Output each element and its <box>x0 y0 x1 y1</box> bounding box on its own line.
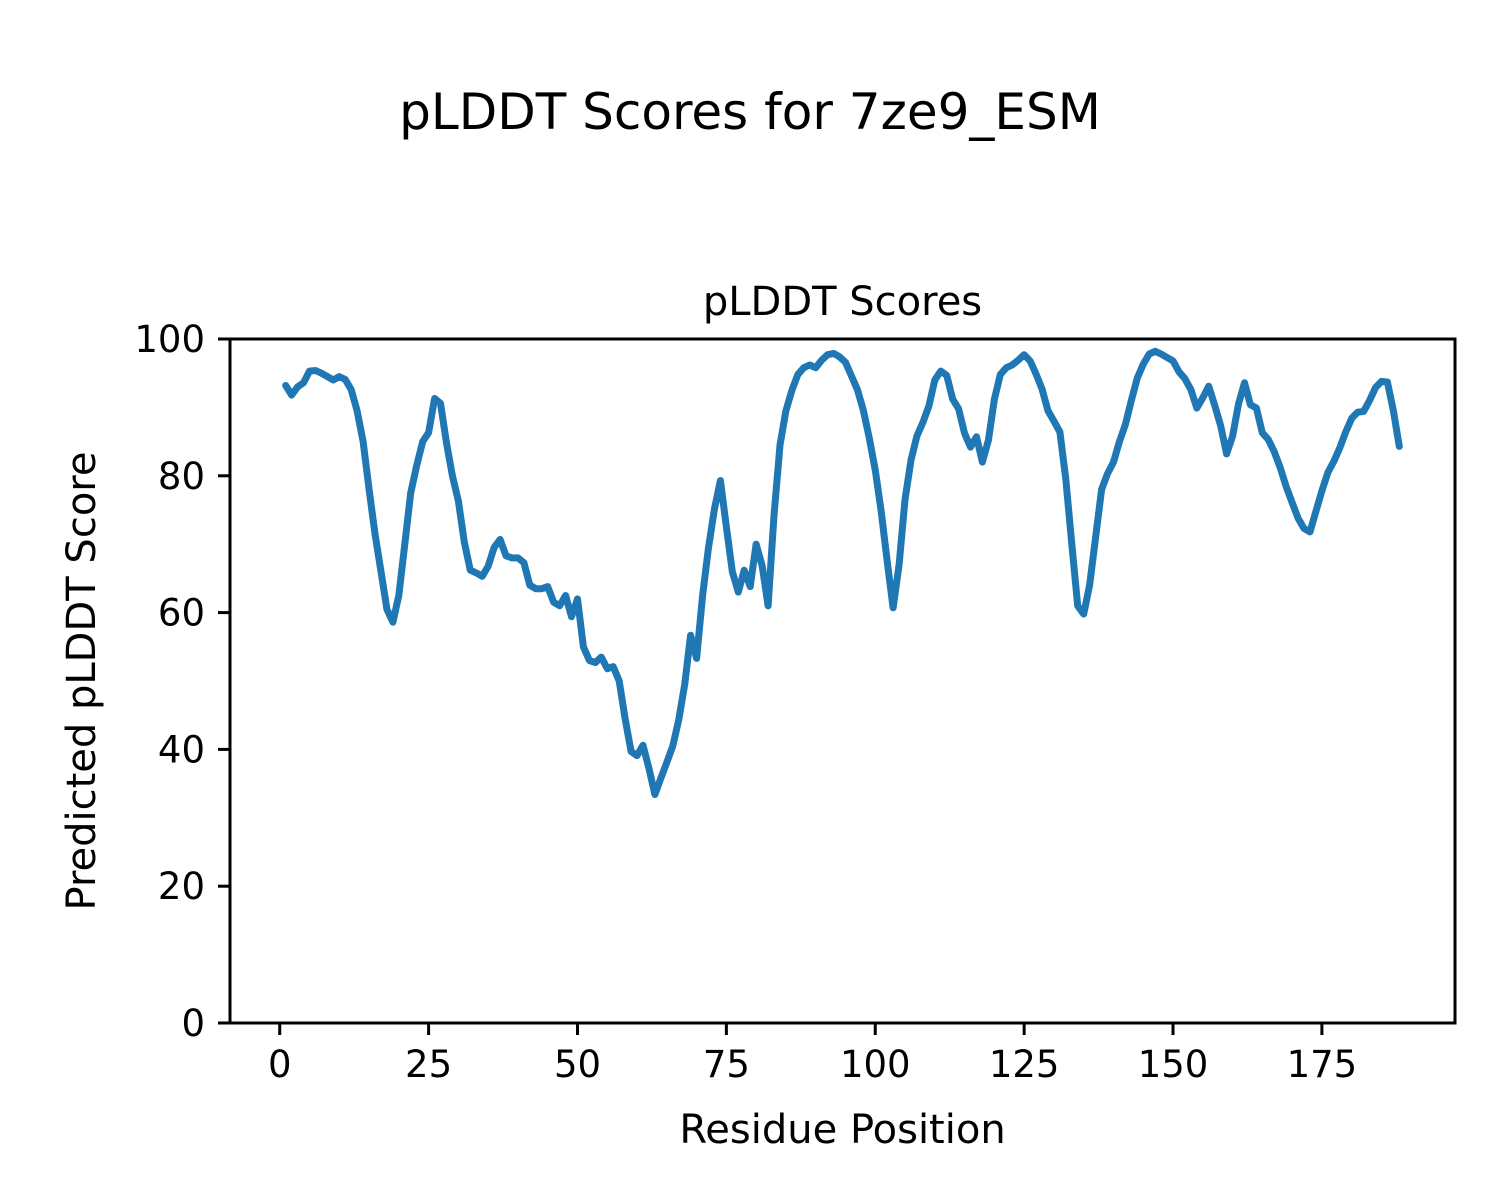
axis-tick-labels: 0 25 50 75 100 125 150 175 0 20 40 60 80 100 <box>134 318 1357 1086</box>
x-tick-label: 75 <box>703 1043 750 1086</box>
y-tick-label: 20 <box>158 865 205 908</box>
y-tick-label: 0 <box>181 1002 205 1045</box>
y-tick-label: 80 <box>158 455 205 498</box>
x-tick-label: 0 <box>268 1043 292 1086</box>
x-tick-label: 175 <box>1287 1043 1358 1086</box>
x-axis-label: Residue Position <box>679 1107 1006 1153</box>
x-tick-label: 125 <box>989 1043 1060 1086</box>
figure-suptitle: pLDDT Scores for 7ze9_ESM <box>399 83 1101 141</box>
axes-title: pLDDT Scores <box>702 279 983 325</box>
x-tick-label: 50 <box>554 1043 601 1086</box>
y-tick-label: 100 <box>134 318 205 361</box>
plddt-line <box>282 347 1403 798</box>
x-tick-label: 25 <box>405 1043 452 1086</box>
axis-ticks <box>218 337 1324 1035</box>
x-tick-label: 150 <box>1138 1043 1209 1086</box>
plot-frame <box>228 337 1457 1025</box>
y-tick-label: 40 <box>158 728 205 771</box>
x-tick-label: 100 <box>840 1043 911 1086</box>
y-tick-label: 60 <box>158 592 205 635</box>
